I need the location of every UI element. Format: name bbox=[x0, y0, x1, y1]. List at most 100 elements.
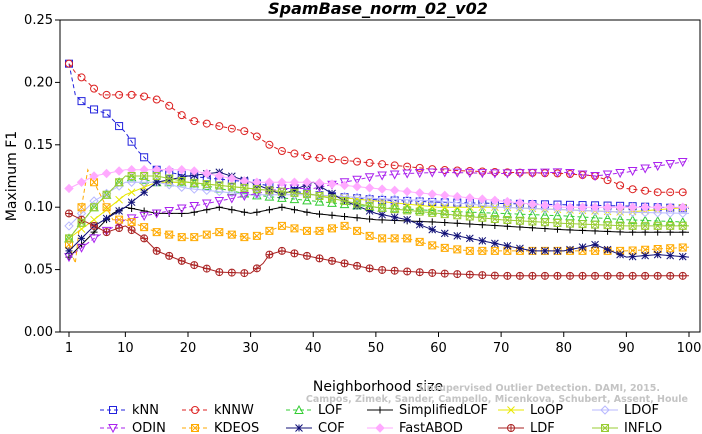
legend-label: LoOP bbox=[530, 403, 563, 418]
x-tick-label: 1 bbox=[65, 341, 73, 356]
data-point bbox=[139, 211, 149, 221]
data-point bbox=[277, 221, 286, 230]
data-point bbox=[627, 214, 638, 224]
data-point bbox=[152, 172, 161, 180]
data-point bbox=[653, 245, 662, 254]
data-point bbox=[601, 424, 609, 432]
x-tick-label: 60 bbox=[430, 341, 447, 356]
data-point bbox=[603, 221, 612, 230]
data-point bbox=[491, 239, 499, 248]
data-point bbox=[290, 206, 298, 214]
legend-label: INFLO bbox=[624, 421, 662, 434]
data-point bbox=[127, 218, 136, 227]
data-point bbox=[328, 256, 337, 265]
data-point bbox=[641, 245, 650, 254]
data-point bbox=[478, 246, 487, 255]
data-point bbox=[303, 208, 311, 216]
series-ldf bbox=[65, 209, 689, 280]
data-point bbox=[502, 202, 513, 213]
data-point bbox=[628, 185, 637, 194]
data-point bbox=[102, 190, 111, 199]
data-point bbox=[591, 240, 599, 249]
data-point bbox=[64, 221, 74, 231]
data-point bbox=[165, 251, 174, 260]
y-tick-label: 0.00 bbox=[24, 325, 53, 340]
data-point bbox=[627, 202, 638, 212]
data-point bbox=[502, 208, 513, 218]
data-point bbox=[389, 194, 400, 204]
data-point bbox=[515, 203, 525, 213]
data-point bbox=[428, 268, 437, 277]
data-point bbox=[628, 271, 637, 280]
data-point bbox=[641, 271, 650, 280]
data-point bbox=[378, 203, 387, 212]
data-point bbox=[89, 196, 99, 206]
data-point bbox=[427, 196, 437, 206]
data-point bbox=[127, 137, 136, 146]
data-point bbox=[477, 169, 488, 179]
data-point bbox=[115, 195, 123, 204]
data-point bbox=[565, 202, 575, 212]
data-point bbox=[140, 92, 149, 101]
x-tick-label: 10 bbox=[117, 341, 134, 356]
legend-label: LDOF bbox=[624, 403, 659, 418]
data-point bbox=[277, 177, 287, 187]
data-point bbox=[65, 209, 74, 218]
data-point bbox=[90, 203, 99, 212]
data-point bbox=[465, 203, 474, 212]
data-point bbox=[202, 119, 211, 128]
data-point bbox=[190, 233, 199, 242]
data-point bbox=[364, 173, 375, 183]
data-point bbox=[165, 174, 174, 183]
data-point bbox=[89, 171, 99, 181]
y-tick-label: 0.20 bbox=[24, 75, 53, 90]
data-point bbox=[128, 204, 136, 212]
data-point bbox=[403, 234, 412, 243]
data-point bbox=[353, 214, 361, 222]
data-point bbox=[389, 170, 400, 180]
data-point bbox=[414, 188, 425, 198]
data-point bbox=[390, 266, 399, 275]
data-point bbox=[628, 221, 637, 230]
data-point bbox=[440, 243, 449, 252]
data-point bbox=[177, 176, 186, 185]
data-point bbox=[415, 207, 424, 216]
data-point bbox=[465, 199, 475, 209]
data-point bbox=[390, 205, 399, 214]
data-point bbox=[327, 179, 337, 189]
data-point bbox=[240, 127, 249, 136]
data-point bbox=[478, 271, 487, 280]
data-point bbox=[478, 213, 487, 222]
data-point bbox=[177, 165, 187, 175]
data-point bbox=[415, 268, 424, 277]
data-point bbox=[490, 215, 499, 224]
data-point bbox=[440, 196, 450, 207]
data-point bbox=[507, 406, 515, 414]
series-inflo bbox=[65, 172, 689, 243]
data-point bbox=[365, 207, 374, 215]
data-point bbox=[641, 186, 650, 195]
data-point bbox=[90, 221, 99, 230]
data-point bbox=[77, 234, 86, 243]
legend-label: kNN bbox=[132, 403, 159, 418]
data-point bbox=[64, 183, 74, 194]
data-point bbox=[76, 243, 87, 253]
data-point bbox=[140, 172, 149, 180]
data-point bbox=[615, 214, 625, 224]
data-point bbox=[503, 271, 512, 280]
y-tick-label: 0.15 bbox=[24, 138, 53, 153]
data-point bbox=[503, 216, 512, 225]
data-point bbox=[666, 251, 675, 260]
data-point bbox=[389, 185, 400, 196]
data-point bbox=[215, 228, 224, 237]
data-point bbox=[140, 153, 149, 162]
data-point bbox=[465, 212, 474, 221]
data-point bbox=[352, 181, 362, 192]
data-point bbox=[378, 265, 387, 274]
data-point bbox=[190, 261, 199, 270]
x-tick-label: 20 bbox=[180, 341, 197, 356]
data-point bbox=[108, 424, 118, 434]
data-point bbox=[328, 194, 337, 203]
legend-label: LDF bbox=[530, 421, 555, 434]
data-point bbox=[653, 221, 662, 230]
